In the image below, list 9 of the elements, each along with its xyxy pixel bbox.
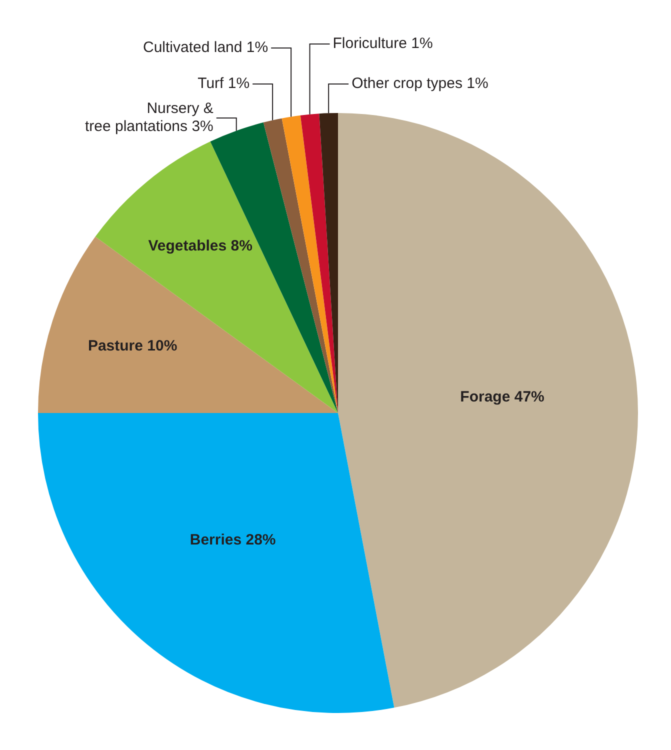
slice-label: Berries 28%	[190, 531, 276, 548]
slice-label: Other crop types 1%	[352, 75, 488, 92]
slice-label: Pasture 10%	[88, 337, 178, 354]
slice-label: Nursery & tree plantations 3%	[84, 100, 214, 136]
slice-label: Vegetables 8%	[148, 238, 252, 255]
slice-label: Turf 1%	[198, 75, 250, 92]
slice-label: Cultivated land 1%	[142, 39, 268, 56]
slice-label: Floriculture 1%	[332, 35, 433, 52]
slice-label: Forage 47%	[460, 388, 544, 406]
